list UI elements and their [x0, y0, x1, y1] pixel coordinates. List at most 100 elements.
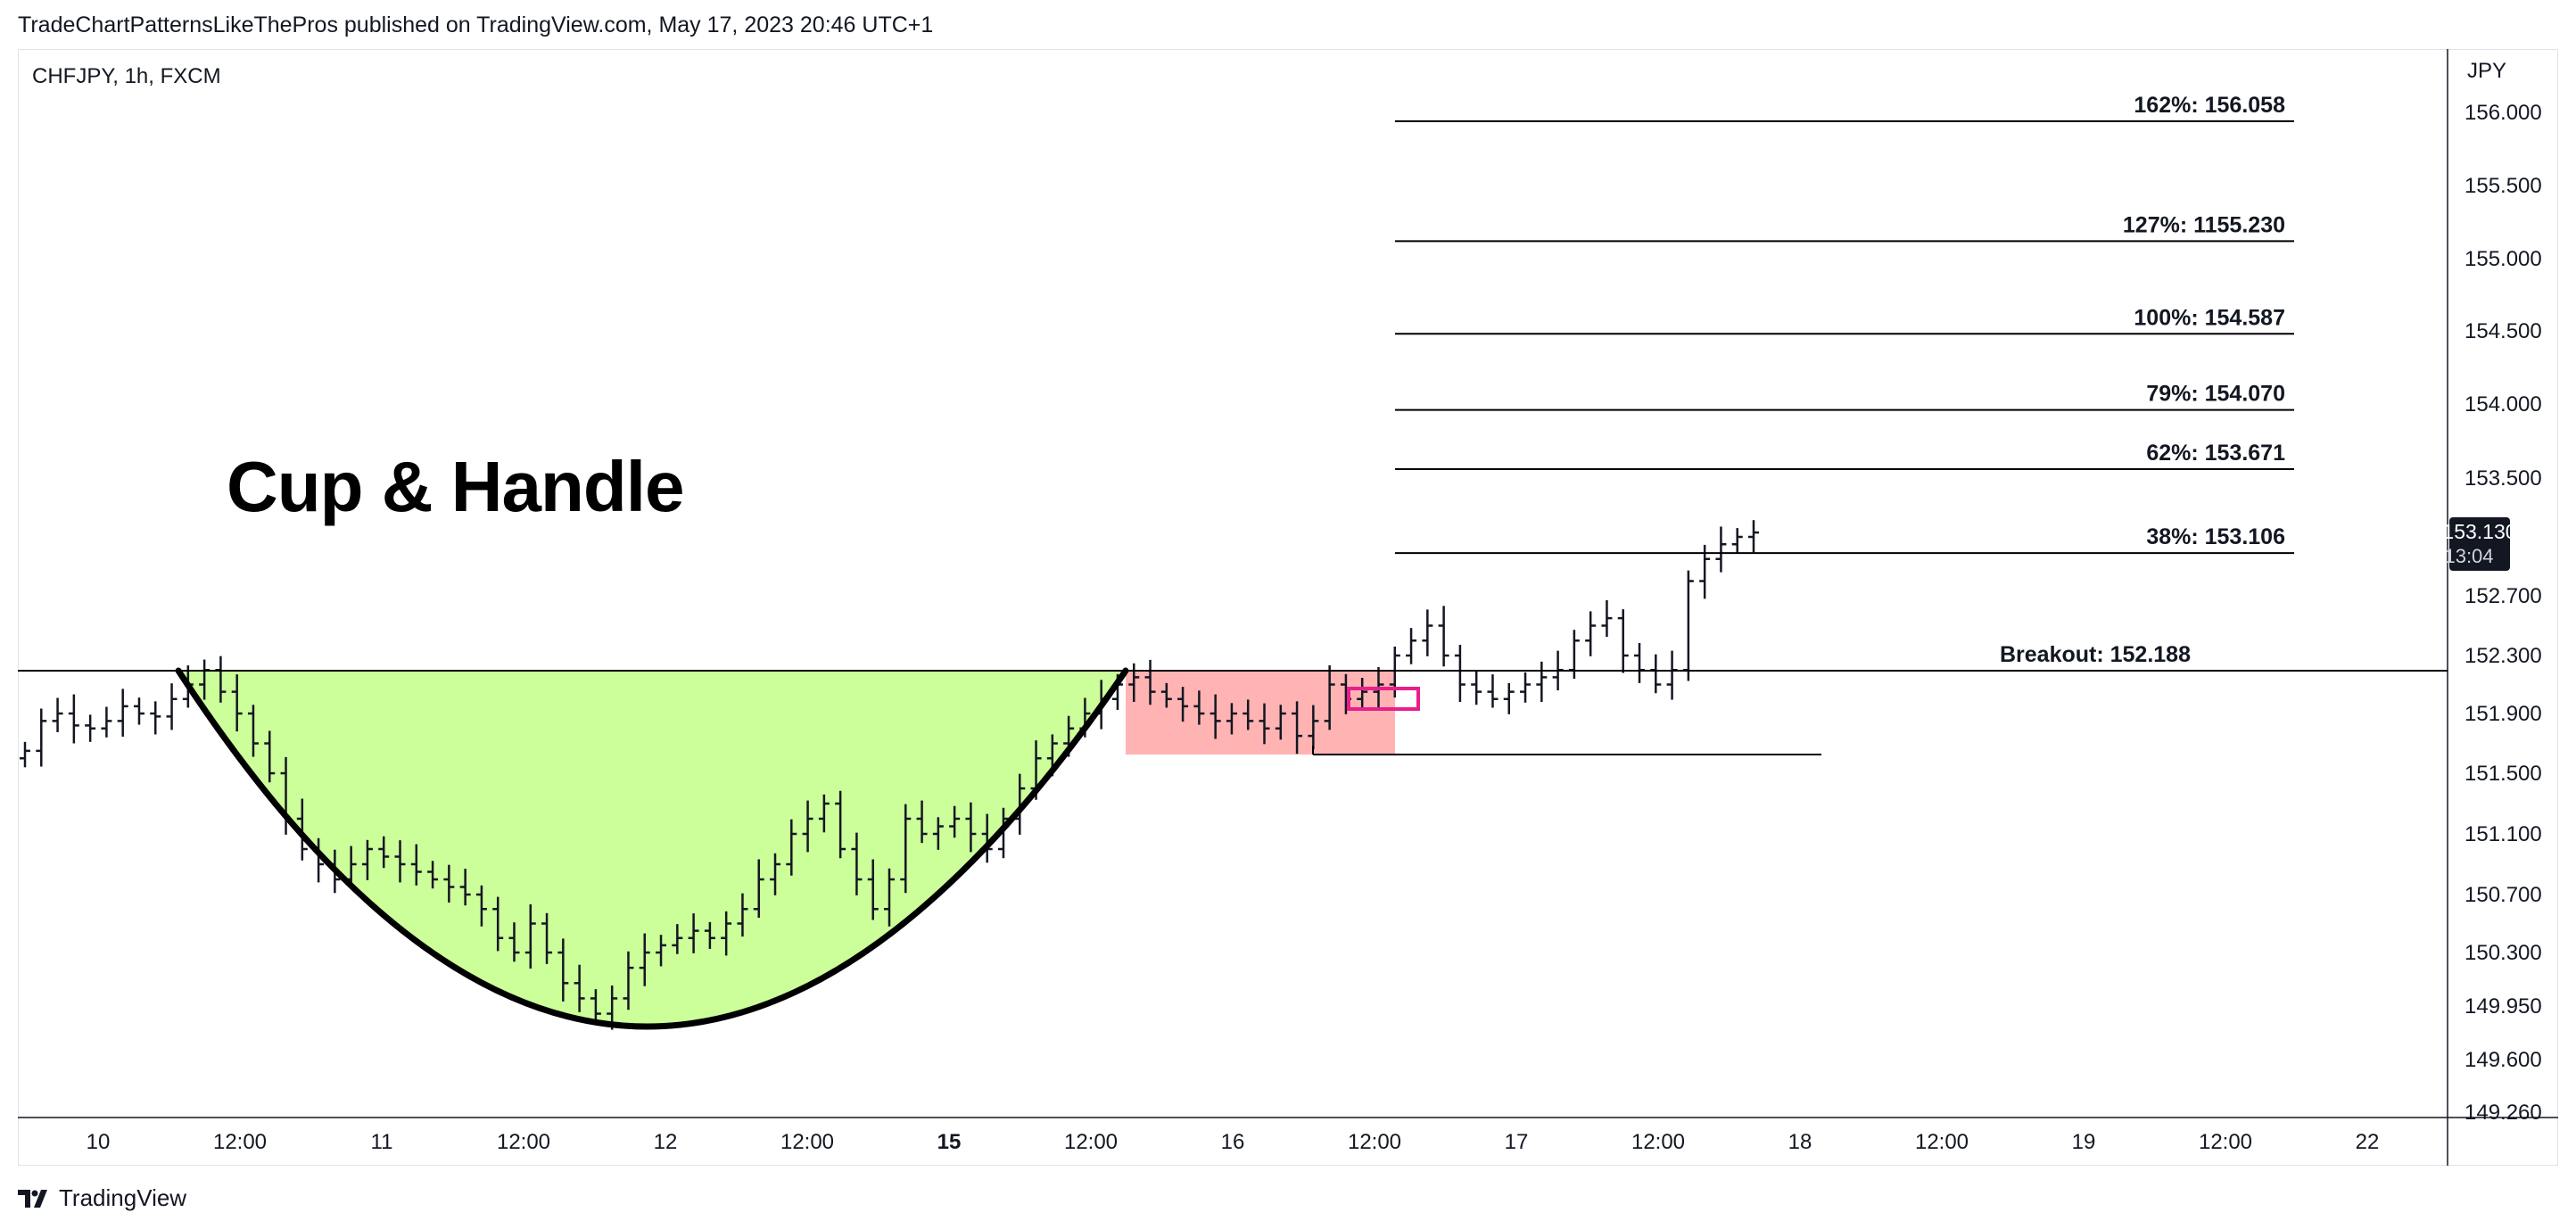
ohlc-bar: [802, 800, 813, 853]
ohlc-bar: [101, 706, 112, 738]
ohlc-bar: [949, 805, 961, 838]
ohlc-bar: [639, 933, 650, 986]
ohlc-bar: [1243, 699, 1254, 730]
pattern-title: Cup & Handle: [227, 447, 684, 526]
price-tick-label: 151.100: [2465, 822, 2542, 846]
price-tick-label: 154.500: [2465, 319, 2542, 343]
fib-levels: 162%: 156.058 127%: 1155.230 100%: 154.587…: [1395, 93, 2294, 555]
fib-level-label: 100%: 154.587: [2134, 305, 2285, 330]
ohlc-bar: [1601, 600, 1613, 638]
price-tick-label: 150.300: [2465, 941, 2542, 965]
ohlc-bar: [1520, 672, 1532, 703]
entry-highlight-box: [1347, 687, 1420, 711]
ohlc-bar: [378, 836, 390, 869]
time-tick-label: 12:00: [497, 1130, 550, 1154]
time-tick-label: 12: [654, 1130, 678, 1154]
ohlc-bar: [1422, 609, 1433, 656]
time-axis[interactable]: 10 12:00 11 12:00 12 12:00 15 12:00 16 12:00 17 12:…: [87, 1130, 2380, 1154]
price-tick-label: 152.700: [2465, 584, 2542, 608]
ohlc-bar: [1666, 650, 1678, 700]
price-tick-label: 149.600: [2465, 1048, 2542, 1072]
price-tick-label: 151.500: [2465, 762, 2542, 786]
ohlc-bar: [656, 935, 667, 967]
ohlc-bar: [1324, 665, 1335, 730]
ohlc-bar: [410, 844, 422, 886]
ohlc-bar: [133, 697, 144, 725]
ohlc-bar: [247, 705, 259, 757]
ohlc-bar: [541, 912, 553, 964]
chart-frame[interactable]: [18, 49, 2558, 1166]
ohlc-bar: [753, 859, 764, 918]
ohlc-bar: [1471, 670, 1482, 705]
cup-curve: [175, 667, 1129, 1030]
current-price-badge: 153.130 13:04: [2442, 517, 2517, 571]
brand-name: TradingView: [59, 1184, 187, 1211]
time-tick-label: 12:00: [213, 1130, 267, 1154]
ohlc-bar: [508, 922, 520, 962]
ohlc-bar: [1438, 606, 1449, 667]
ohlc-bar: [688, 913, 699, 953]
breakout-label: Breakout: 152.188: [2000, 642, 2191, 667]
ohlc-bar: [770, 853, 781, 895]
ohlc-bar: [150, 701, 161, 735]
ohlc-bar: [1748, 520, 1759, 553]
ohlc-bar: [1308, 705, 1319, 750]
ohlc-bar: [1731, 528, 1743, 554]
price-axis[interactable]: 156.000 155.500 155.000 154.500 154.000 153.5…: [2465, 101, 2542, 1125]
ohlc-bar: [475, 885, 487, 927]
ohlc-bar: [672, 924, 683, 954]
ohlc-bar: [361, 839, 373, 880]
time-tick-label: 22: [2356, 1130, 2380, 1154]
ohlc-bar: [574, 964, 585, 1012]
ohlc-bar: [867, 859, 879, 920]
ohlc-bar: [492, 896, 504, 952]
fib-level-label: 162%: 156.058: [2134, 93, 2285, 118]
ohlc-bar: [1259, 703, 1270, 745]
price-tick-label: 150.700: [2465, 883, 2542, 907]
ohlc-bar: [1406, 628, 1417, 664]
time-tick-label: 11: [371, 1130, 393, 1154]
ohlc-bar: [1454, 644, 1466, 702]
ohlc-bar: [851, 832, 863, 895]
price-tick-label: 156.000: [2465, 101, 2542, 125]
fib-level-label: 127%: 1155.230: [2123, 212, 2285, 237]
time-tick-label: 16: [1221, 1130, 1245, 1154]
ohlc-bar: [443, 864, 455, 903]
ohlc-bar: [394, 840, 406, 883]
fib-level-label: 38%: 153.106: [2146, 524, 2285, 549]
price-tick-label: 149.950: [2465, 994, 2542, 1019]
fib-level-label: 62%: 153.671: [2146, 441, 2285, 466]
price-tick-label: 149.260: [2465, 1101, 2542, 1125]
ohlc-bar: [1275, 705, 1286, 740]
ohlc-bar: [524, 904, 536, 969]
ohlc-bar: [884, 868, 895, 927]
time-tick-label: 15: [937, 1130, 962, 1154]
ohlc-bar: [1650, 654, 1662, 694]
ohlc-bar: [835, 790, 846, 859]
ohlc-bar: [818, 794, 830, 833]
ohlc-bar: [85, 714, 96, 742]
symbol-label[interactable]: CHFJPY, 1h, FXCM: [32, 64, 221, 88]
ohlc-bar: [721, 911, 732, 956]
publish-caption: TradeChartPatternsLikeThePros published …: [18, 12, 934, 37]
tradingview-logo-icon: [18, 1189, 47, 1208]
time-tick-label: 12:00: [1348, 1130, 1401, 1154]
price-tick-label: 153.500: [2465, 466, 2542, 491]
ohlc-bar: [1682, 570, 1694, 681]
ohlc-bar: [1585, 611, 1597, 656]
time-tick-label: 12:00: [1064, 1130, 1118, 1154]
ohlc-bar: [737, 893, 748, 937]
ohlc-bar: [1617, 609, 1629, 673]
time-tick-label: 12:00: [1915, 1130, 1969, 1154]
ohlc-bar: [1487, 674, 1499, 708]
ohlc-bar: [20, 741, 30, 768]
brand[interactable]: TradingView: [18, 1184, 186, 1212]
ohlc-bar: [166, 683, 178, 730]
ohlc-bar: [1292, 701, 1303, 755]
time-tick-label: 17: [1505, 1130, 1529, 1154]
ohlc-bar: [916, 800, 928, 844]
ohlc-bar: [1357, 678, 1368, 710]
ohlc-bar: [1210, 694, 1221, 739]
time-tick-label: 19: [2072, 1130, 2096, 1154]
